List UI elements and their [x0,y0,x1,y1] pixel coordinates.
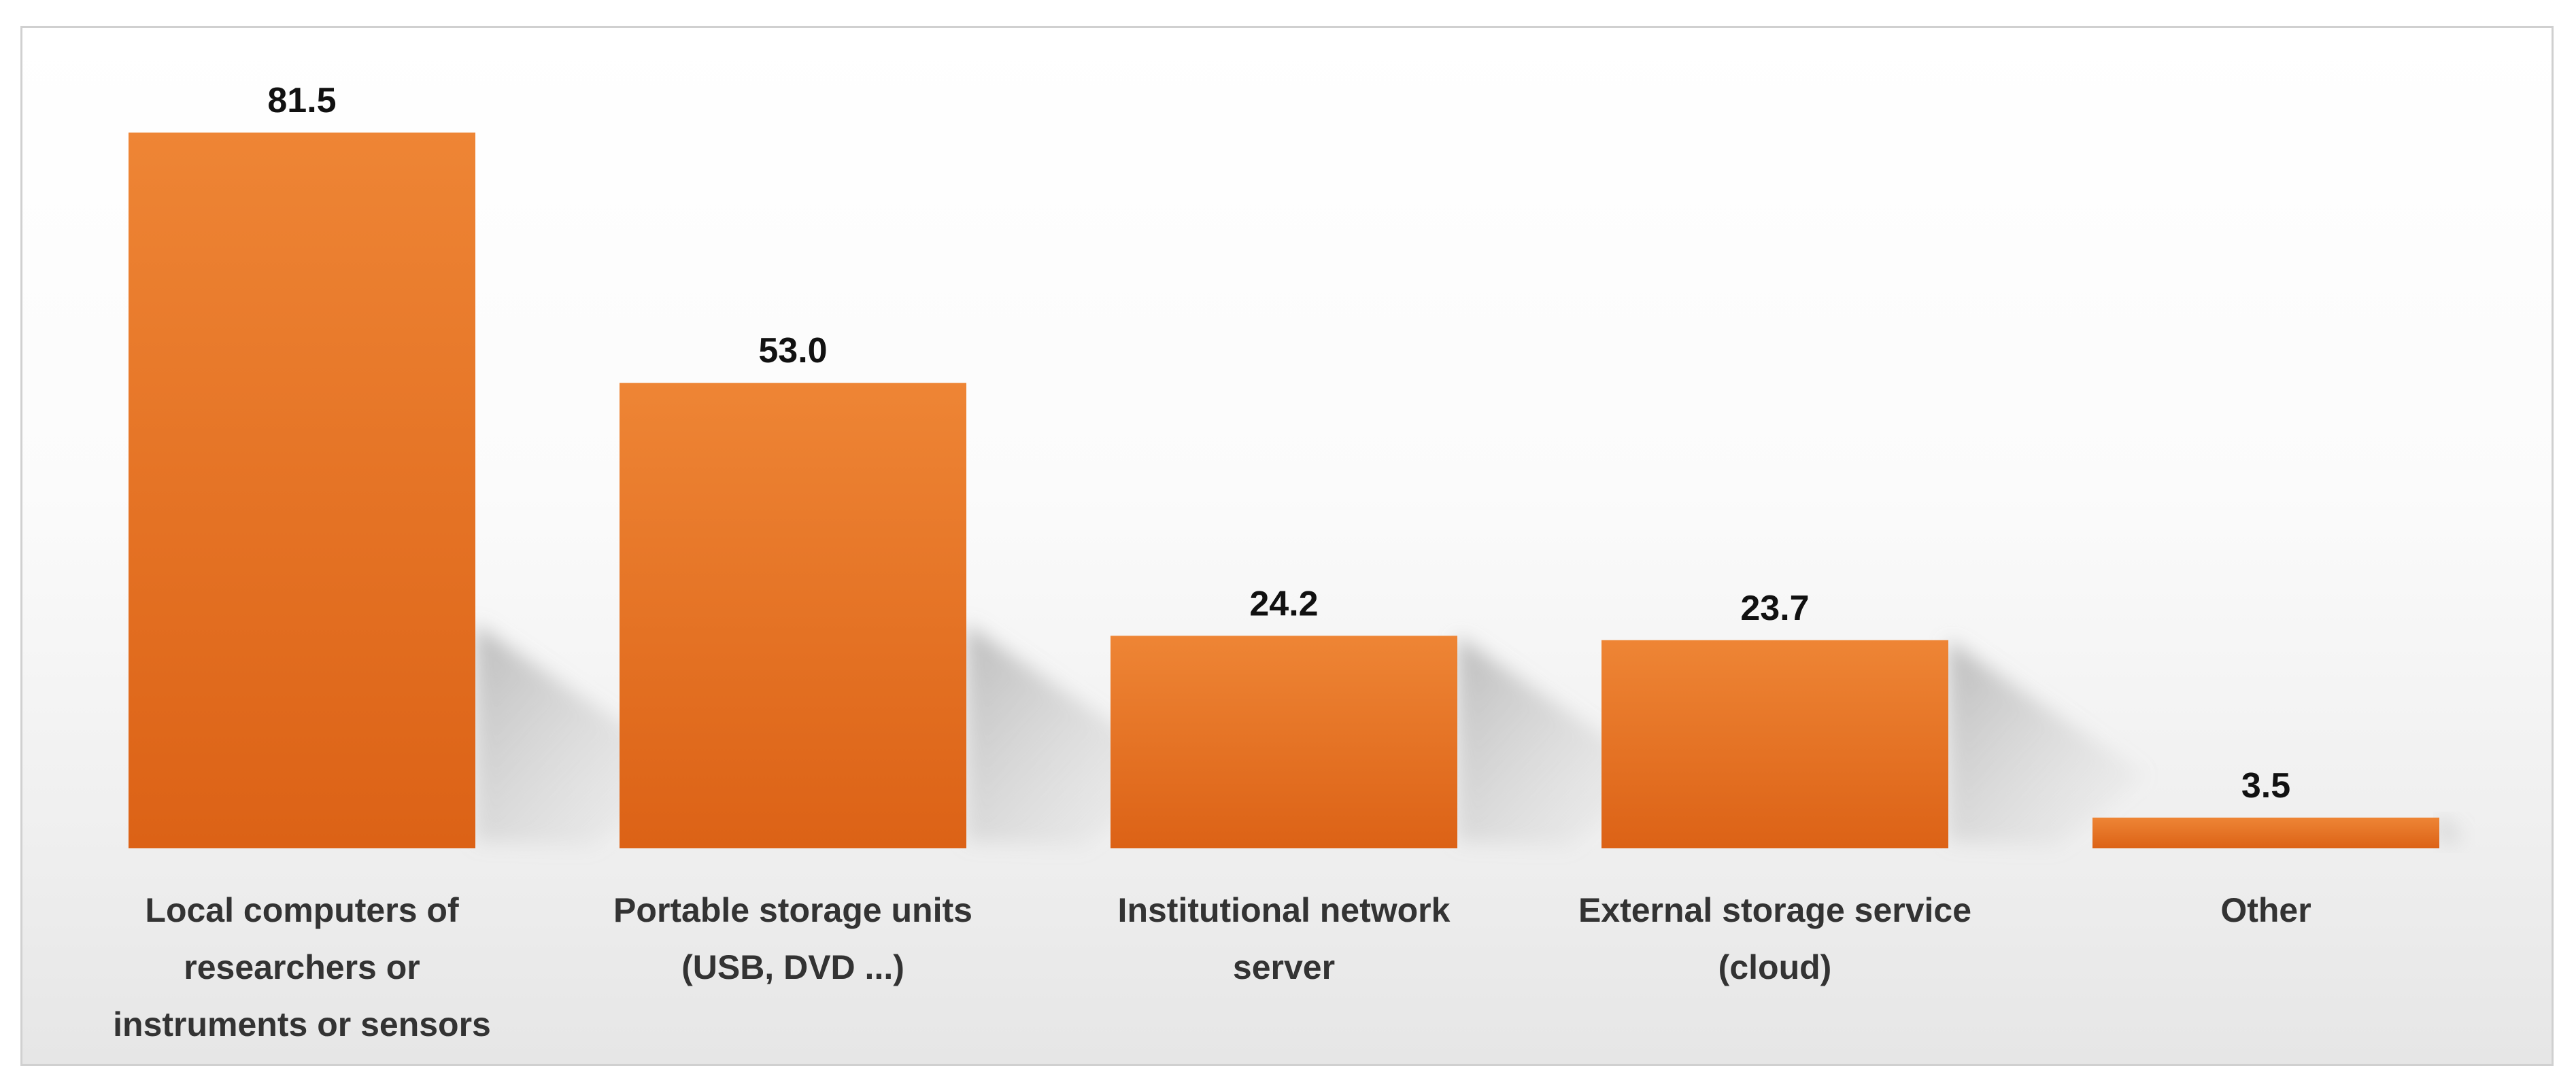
bar [2092,817,2439,848]
category-label: External storage service (cloud) [1578,891,1971,986]
bar [1111,636,1457,848]
category-label-line: Local computers of [145,891,459,929]
category-label-line: server [1233,948,1335,986]
bar-shadow [1948,640,2146,847]
category-label-line: (USB, DVD ...) [681,948,904,986]
category-label-line: Portable storage units [613,891,972,929]
bar [129,133,475,848]
category-label-line: Other [2220,891,2311,929]
category-label-line: instruments or sensors [113,1005,491,1043]
bars [129,133,2439,848]
category-label-line: (cloud) [1718,948,1832,986]
bar [1601,640,1948,848]
category-label-line: researchers or [184,948,420,986]
category-label: Portable storage units (USB, DVD ...) [613,891,972,986]
value-labels: 81.5 53.0 24.2 23.7 3.5 [267,81,2290,806]
category-label-line: External storage service [1578,891,1971,929]
bar [620,383,966,848]
bar-shadow [2439,817,2469,847]
category-labels: Local computers of researchers or instrume… [113,891,2311,1043]
category-label: Local computers of researchers or instrume… [113,891,491,1043]
data-label: 3.5 [2241,766,2290,806]
category-label-line: Institutional network [1118,891,1451,929]
category-label: Other [2220,891,2311,929]
data-label: 24.2 [1249,584,1318,623]
data-label: 23.7 [1740,589,1809,628]
data-label: 81.5 [267,81,336,120]
category-label: Institutional network server [1118,891,1451,986]
data-label: 53.0 [758,331,827,370]
